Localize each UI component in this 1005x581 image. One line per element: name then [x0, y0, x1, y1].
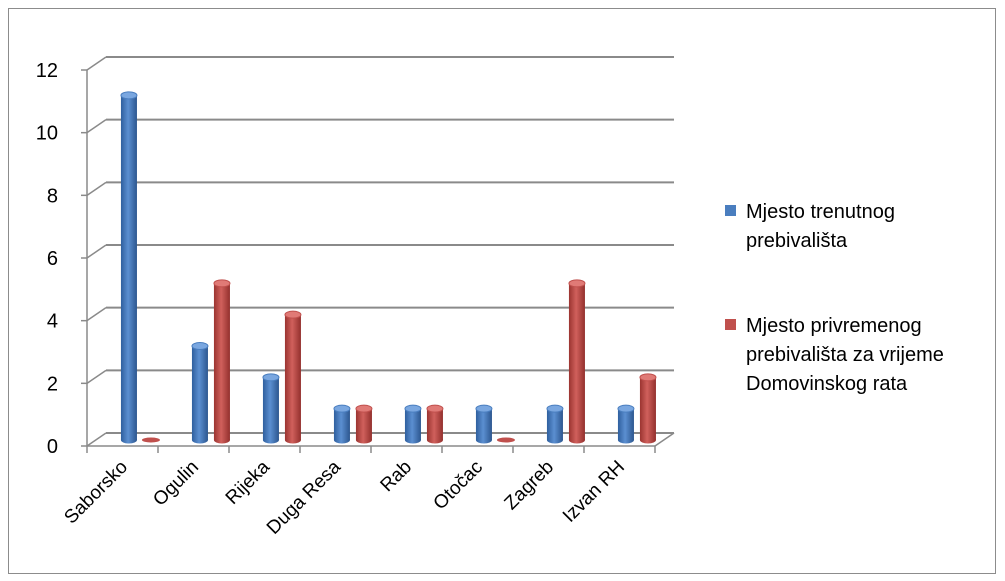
bar-base — [639, 436, 656, 444]
bar — [546, 404, 564, 444]
bar — [141, 437, 160, 443]
bar-base — [426, 436, 443, 444]
bar-body — [262, 377, 279, 440]
legend-label: Domovinskog rata — [746, 373, 908, 395]
bar-top — [426, 404, 444, 413]
bar — [639, 373, 657, 444]
bar-base — [191, 436, 208, 444]
y-tick-label: 6 — [47, 248, 58, 270]
bar-top — [213, 279, 231, 288]
x-axis-depth-line — [654, 432, 675, 447]
bar-body — [191, 346, 208, 440]
bar-base — [617, 436, 634, 444]
bar — [617, 404, 635, 444]
legend-entry: Mjesto privremenog prebivališta za vrijem… — [725, 315, 944, 395]
bar — [333, 404, 351, 444]
gridline-depth — [86, 307, 107, 322]
bar-body — [639, 377, 656, 440]
legend-label: prebivališta — [746, 230, 848, 252]
bar-base — [355, 436, 372, 444]
bar-body — [475, 408, 492, 440]
legend-label: Mjesto privremenog — [746, 315, 922, 337]
bar-top — [475, 404, 493, 413]
bar-top — [120, 91, 138, 100]
bar-base — [120, 436, 137, 444]
x-tick-label: Duga Resa — [263, 456, 345, 538]
chart-frame — [8, 8, 996, 574]
bar-zero — [141, 437, 160, 443]
bar — [262, 373, 280, 444]
bar-top — [262, 373, 280, 382]
gridlines — [86, 56, 674, 447]
bar — [404, 404, 422, 444]
bars — [120, 91, 657, 444]
legend-swatch — [725, 319, 736, 330]
y-tick-label: 4 — [47, 311, 58, 333]
legend-label: prebivališta za vrijeme — [746, 344, 944, 366]
bar-body — [426, 408, 443, 440]
bar-base — [284, 436, 301, 444]
bar — [284, 310, 302, 444]
gridline-depth — [86, 181, 107, 196]
bar-top — [284, 310, 302, 319]
bar-top — [568, 279, 586, 288]
legend-entry: Mjesto trenutnog prebivališta — [725, 201, 895, 252]
y-tick-label: 0 — [47, 436, 58, 458]
bar-body — [617, 408, 634, 440]
bar-base — [262, 436, 279, 444]
x-tick-label: Otočac — [430, 457, 487, 514]
gridline-depth — [86, 369, 107, 384]
x-tick-label: Izvan RH — [559, 457, 629, 527]
bar-body — [404, 408, 421, 440]
x-tick-label: Zagreb — [501, 457, 558, 514]
y-tick-label: 2 — [47, 373, 58, 395]
bar-top — [639, 373, 657, 382]
bar-base — [213, 436, 230, 444]
gridline-depth — [86, 432, 107, 447]
bar-top — [355, 404, 373, 413]
bar-base — [568, 436, 585, 444]
y-tick-label: 12 — [36, 60, 58, 82]
bar-body — [568, 283, 585, 440]
bar-top — [333, 404, 351, 413]
bar — [426, 404, 444, 444]
bar-body — [355, 408, 372, 440]
x-tick-label: Rab — [377, 457, 416, 496]
bar — [496, 437, 515, 443]
bar-base — [546, 436, 563, 444]
bar — [475, 404, 493, 444]
y-tick-label: 10 — [36, 123, 58, 145]
bar-zero — [496, 437, 515, 443]
bar-body — [213, 283, 230, 440]
bar-body — [120, 95, 137, 440]
bar — [191, 342, 209, 444]
x-tick-label: Rijeka — [222, 456, 274, 508]
bar-top — [546, 404, 564, 413]
gridline-depth — [86, 56, 107, 71]
bar-top — [617, 404, 635, 413]
bar-body — [546, 408, 563, 440]
y-tick-label: 8 — [47, 185, 58, 207]
bar — [213, 279, 231, 444]
bar-body — [284, 314, 301, 440]
gridline-depth — [86, 119, 107, 134]
x-tick-label: Saborsko — [60, 457, 132, 529]
bar — [355, 404, 373, 444]
axes — [81, 69, 675, 453]
bar — [568, 279, 586, 444]
bar-base — [475, 436, 492, 444]
bar-top — [191, 342, 209, 350]
gridline-depth — [86, 244, 107, 259]
bar-body — [333, 408, 350, 440]
bar-base — [404, 436, 421, 444]
bar-top — [404, 404, 422, 413]
bar — [120, 91, 138, 444]
bar-base — [333, 436, 350, 444]
legend: Mjesto trenutnog prebivališta Mjesto privr… — [725, 201, 944, 395]
x-tick-label: Ogulin — [149, 457, 203, 511]
legend-label: Mjesto trenutnog — [746, 201, 895, 223]
legend-swatch — [725, 205, 736, 216]
